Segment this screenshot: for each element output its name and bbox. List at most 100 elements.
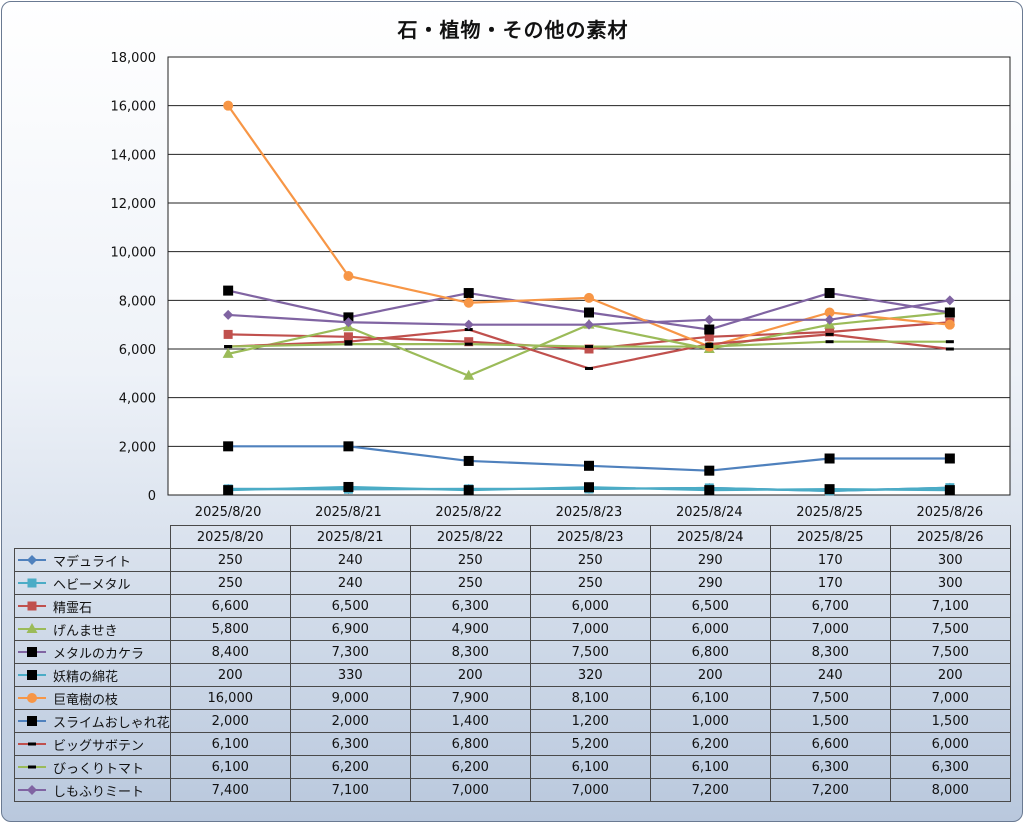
x-tick-label: 2025/8/21 bbox=[315, 505, 382, 520]
data-point bbox=[705, 345, 714, 349]
line-chart: 0 2,000 4,000 6,000 8,000 10,000 12,000 14,000 1… bbox=[111, 51, 1011, 520]
table-cell: 6,200 bbox=[289, 755, 411, 779]
legend-key bbox=[18, 647, 46, 657]
data-point bbox=[825, 340, 834, 344]
table-cell: 6,800 bbox=[409, 732, 531, 756]
table-corner bbox=[14, 525, 171, 549]
data-point bbox=[824, 453, 835, 464]
data-point bbox=[223, 285, 234, 296]
data-point bbox=[223, 100, 234, 111]
table-row: げんませき 5,800 6,900 4,900 7,000 6,000 7,000 7,500 bbox=[14, 617, 1011, 641]
y-tick-label: 14,000 bbox=[111, 148, 157, 163]
table-cell: 6,500 bbox=[289, 594, 411, 618]
table-cell: 250 bbox=[169, 548, 291, 572]
table-cell: 200 bbox=[409, 663, 531, 687]
data-point bbox=[463, 455, 474, 466]
data-point bbox=[584, 344, 594, 354]
data-point bbox=[463, 369, 475, 380]
table-cell: 250 bbox=[529, 548, 651, 572]
table-cell: 240 bbox=[769, 663, 891, 687]
data-point bbox=[27, 601, 37, 611]
table-cell: 7,200 bbox=[769, 778, 891, 802]
data-point bbox=[27, 716, 37, 726]
series-line bbox=[223, 100, 955, 352]
y-tick-label: 8,000 bbox=[119, 294, 156, 309]
table-header-cell: 2025/8/26 bbox=[889, 525, 1011, 549]
data-point bbox=[704, 332, 714, 342]
table-cell: 6,500 bbox=[649, 594, 771, 618]
y-tick-label: 12,000 bbox=[111, 197, 157, 212]
table-cell: 300 bbox=[889, 548, 1011, 572]
y-tick-label: 16,000 bbox=[111, 100, 157, 115]
series-label: 巨竜樹の枝 bbox=[14, 686, 171, 710]
table-cell: 6,600 bbox=[169, 594, 291, 618]
table-cell: 250 bbox=[409, 571, 531, 595]
table-cell: 6,000 bbox=[889, 732, 1011, 756]
table-cell: 7,500 bbox=[889, 640, 1011, 664]
table-header-row: 2025/8/20 2025/8/21 2025/8/22 2025/8/23 2025… bbox=[14, 525, 1011, 549]
plot-area bbox=[167, 56, 1011, 496]
data-point bbox=[704, 465, 715, 476]
table-cell: 6,000 bbox=[529, 594, 651, 618]
series-name: マデュライト bbox=[53, 554, 132, 570]
table-cell: 7,900 bbox=[409, 686, 531, 710]
series-label: びっくりトマト bbox=[14, 755, 171, 779]
table-cell: 8,300 bbox=[409, 640, 531, 664]
table-row: ビッグサボテン 6,100 6,300 6,800 5,200 6,200 6,600 6,0… bbox=[14, 732, 1011, 756]
series-label: 妖精の綿花 bbox=[14, 663, 171, 687]
data-point bbox=[585, 345, 593, 349]
x-tick-label: 2025/8/23 bbox=[556, 505, 623, 520]
data-point bbox=[223, 485, 234, 496]
data-point bbox=[824, 288, 835, 299]
table-cell: 200 bbox=[889, 663, 1011, 687]
data-point bbox=[27, 647, 37, 657]
data-point bbox=[223, 309, 234, 320]
data-table: 2025/8/20 2025/8/21 2025/8/22 2025/8/23 2025… bbox=[14, 525, 1011, 802]
legend-key bbox=[18, 742, 46, 746]
data-point bbox=[27, 555, 37, 565]
table-row: メタルのカケラ 8,400 7,300 8,300 7,500 6,800 8,300 7,5… bbox=[14, 640, 1011, 664]
series-name: 精霊石 bbox=[53, 600, 93, 616]
data-point bbox=[824, 307, 835, 318]
table-cell: 7,500 bbox=[769, 686, 891, 710]
table-cell: 6,300 bbox=[769, 755, 891, 779]
data-point bbox=[944, 319, 955, 330]
table-cell: 6,200 bbox=[649, 732, 771, 756]
series-name: ビッグサボテン bbox=[53, 738, 145, 754]
table-cell: 5,200 bbox=[529, 732, 651, 756]
table-cell: 170 bbox=[769, 548, 891, 572]
data-point bbox=[704, 314, 715, 325]
legend-key bbox=[18, 601, 46, 611]
table-header-cell: 2025/8/20 bbox=[169, 525, 291, 549]
data-point bbox=[27, 693, 37, 703]
table-header-cell: 2025/8/23 bbox=[529, 525, 651, 549]
data-point bbox=[944, 295, 955, 306]
table-cell: 5,800 bbox=[169, 617, 291, 641]
data-point bbox=[944, 485, 955, 496]
table-cell: 7,000 bbox=[409, 778, 531, 802]
table-row: びっくりトマト 6,100 6,200 6,200 6,100 6,100 6,300 6,3… bbox=[14, 755, 1011, 779]
table-cell: 290 bbox=[649, 548, 771, 572]
table-row: スライムおしゃれ花 2,000 2,000 1,400 1,200 1,000 1,500 1… bbox=[14, 709, 1011, 733]
table-cell: 7,000 bbox=[889, 686, 1011, 710]
data-point bbox=[343, 332, 353, 342]
chart-title: 石・植物・その他の素材 bbox=[397, 18, 629, 42]
data-point bbox=[944, 307, 955, 318]
x-tick-label: 2025/8/20 bbox=[195, 505, 262, 520]
table-cell: 6,300 bbox=[889, 755, 1011, 779]
table-cell: 7,500 bbox=[529, 640, 651, 664]
series-line bbox=[223, 295, 955, 330]
table-cell: 9,000 bbox=[289, 686, 411, 710]
table-cell: 6,100 bbox=[529, 755, 651, 779]
series-name: げんませき bbox=[53, 623, 118, 639]
data-point bbox=[222, 347, 234, 358]
table-cell: 6,100 bbox=[649, 755, 771, 779]
data-point bbox=[463, 319, 474, 330]
data-point bbox=[704, 324, 715, 335]
table-row: 妖精の綿花 200 330 200 320 200 240 200 bbox=[14, 663, 1011, 687]
table-row: 巨竜樹の枝 16,000 9,000 7,900 8,100 6,100 7,500 7,00… bbox=[14, 686, 1011, 710]
data-point bbox=[28, 742, 36, 746]
data-point bbox=[27, 670, 37, 680]
table-cell: 240 bbox=[289, 548, 411, 572]
table-cell: 1,500 bbox=[769, 709, 891, 733]
